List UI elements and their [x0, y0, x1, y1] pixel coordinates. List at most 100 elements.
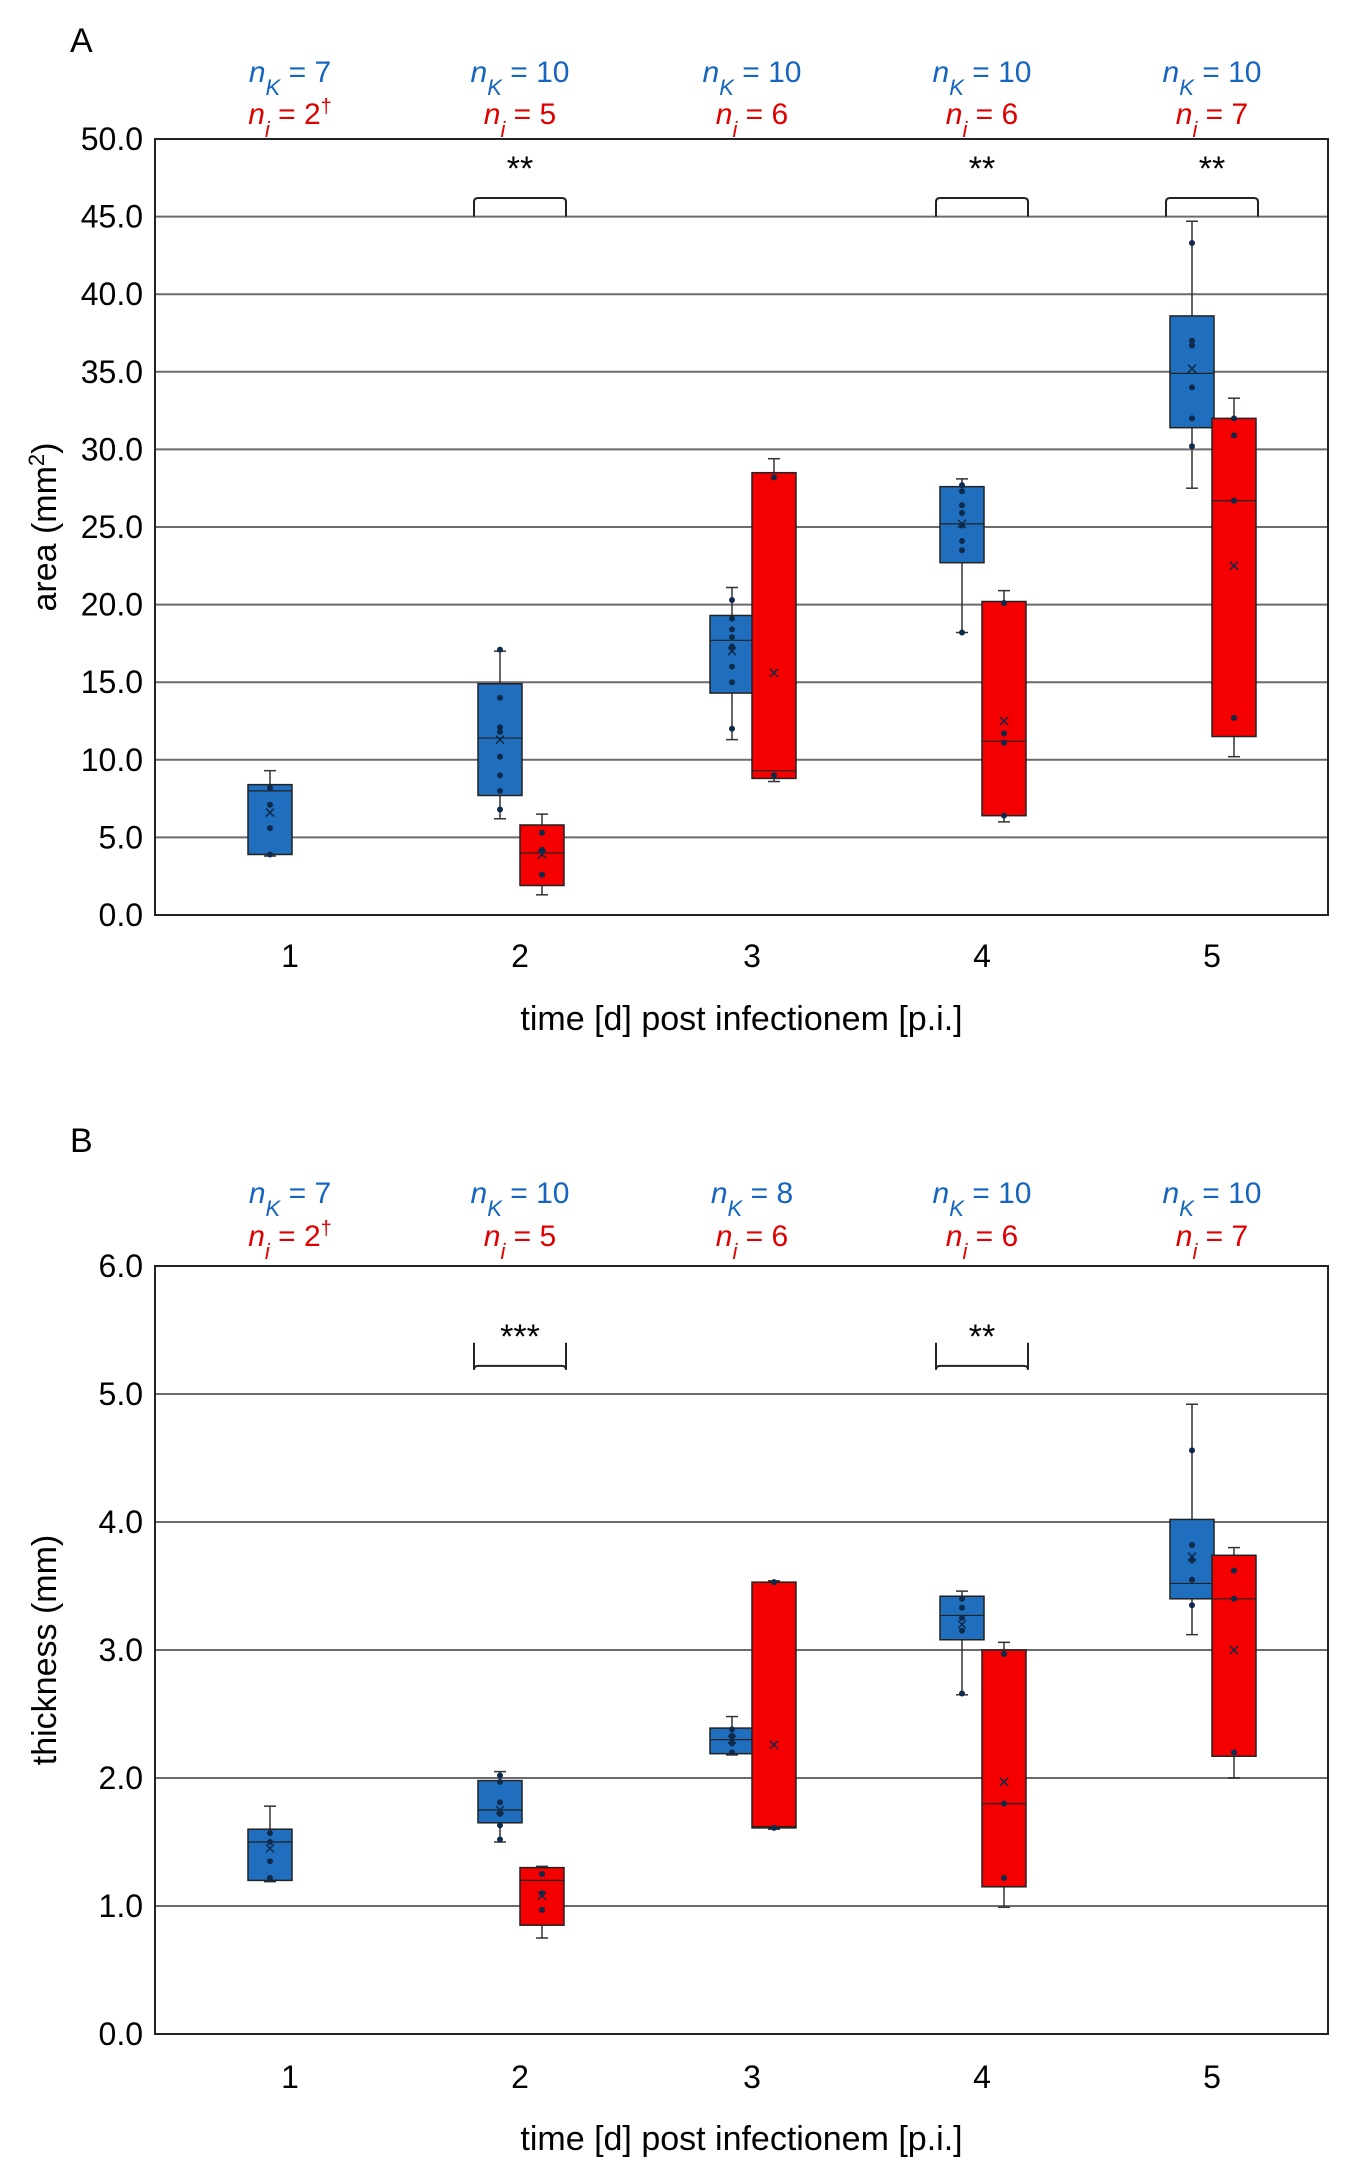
y-tick-label: 35.0	[81, 354, 143, 390]
sample-size-k: nK = 10	[703, 56, 802, 100]
x-tick-label: 3	[743, 938, 761, 974]
sample-size-i: ni = 2†	[248, 1218, 332, 1264]
box-i-day-2	[519, 813, 565, 896]
significance-stars: **	[969, 1318, 995, 1356]
x-tick-label: 1	[281, 2059, 299, 2095]
mean-marker	[265, 1843, 275, 1853]
box-i-day-5	[1211, 1546, 1257, 1779]
sample-size-k: nK = 8	[711, 1177, 793, 1221]
significance-stars: ***	[500, 1318, 540, 1356]
box-k-day-5	[1169, 220, 1215, 489]
data-point	[1189, 1542, 1195, 1549]
significance-stars: **	[969, 150, 995, 188]
sample-size-k: nK = 10	[471, 56, 570, 100]
box-k-day-1	[247, 1805, 293, 1883]
data-point	[1189, 239, 1195, 246]
data-point	[497, 724, 503, 731]
mean-marker	[999, 1777, 1009, 1787]
x-tick-label: 3	[743, 2059, 761, 2095]
mean-marker	[999, 716, 1009, 726]
data-point	[729, 725, 735, 732]
box-k-day-4	[939, 1590, 985, 1697]
mean-marker	[957, 519, 967, 529]
x-tick-label: 4	[973, 2059, 991, 2095]
data-point	[497, 694, 503, 701]
x-tick-label: 5	[1203, 2059, 1221, 2095]
sample-size-i: ni = 6	[716, 98, 788, 142]
sample-size-k: nK = 7	[249, 56, 331, 100]
data-point	[959, 488, 965, 495]
iqr-box	[1169, 315, 1215, 429]
data-point	[1001, 1874, 1007, 1881]
sample-size-k: nK = 10	[1163, 56, 1262, 100]
data-point	[539, 871, 545, 878]
box-k-day-5	[1169, 1403, 1215, 1636]
x-tick-label: 1	[281, 938, 299, 974]
significance-stars: **	[1199, 150, 1225, 188]
data-point	[497, 1836, 503, 1843]
data-point	[959, 510, 965, 517]
significance-bracket	[473, 196, 567, 217]
data-point	[267, 1874, 273, 1881]
y-tick-label: 0.0	[99, 897, 143, 933]
data-point	[497, 1799, 503, 1806]
data-point	[1231, 1749, 1237, 1756]
data-point	[959, 629, 965, 636]
data-point	[539, 846, 545, 853]
data-point	[729, 663, 735, 670]
data-point	[771, 1579, 777, 1586]
y-tick-label: 3.0	[99, 1632, 143, 1668]
mean-marker	[769, 668, 779, 678]
data-point	[959, 1627, 965, 1634]
box-i-day-3	[751, 1579, 797, 1831]
data-point	[1189, 337, 1195, 344]
mean-marker	[537, 849, 547, 860]
data-point	[771, 1824, 777, 1831]
y-tick-label: 30.0	[81, 431, 143, 467]
data-point	[1189, 443, 1195, 450]
mean-marker	[1229, 1645, 1239, 1655]
chart-panel-a: A 0.0 5.0 10.0 15.0 20.0 25.0 30.0 35.0 40.0 45.0 5…	[24, 22, 1329, 1038]
mean-marker	[957, 1619, 967, 1629]
y-tick-label: 5.0	[99, 1376, 143, 1412]
box-k-day-2	[477, 646, 523, 820]
y-tick-label: 2.0	[99, 1760, 143, 1796]
mean-marker	[495, 735, 505, 745]
data-point	[1231, 1567, 1237, 1574]
panel-letter: A	[70, 22, 93, 60]
data-point	[729, 643, 735, 650]
data-point	[497, 1778, 503, 1785]
data-point	[1189, 1602, 1195, 1609]
data-point	[1231, 415, 1237, 422]
sample-size-k: nK = 10	[933, 56, 1032, 100]
y-tick-label: 20.0	[81, 587, 143, 623]
data-point	[497, 753, 503, 760]
y-tick-label: 0.0	[99, 2016, 143, 2052]
x-tick-label: 2	[511, 2059, 529, 2095]
x-tick-label: 4	[973, 938, 991, 974]
data-point	[497, 806, 503, 813]
sample-size-i: ni = 2†	[248, 96, 332, 142]
mean-marker	[495, 1805, 505, 1815]
box-i-day-4	[981, 589, 1027, 823]
mean-marker	[265, 808, 275, 818]
data-point	[1231, 432, 1237, 439]
data-point	[1231, 497, 1237, 504]
data-point	[1189, 1576, 1195, 1583]
iqr-box	[1211, 417, 1257, 738]
data-point	[539, 829, 545, 836]
sample-size-i: ni = 6	[716, 1220, 788, 1264]
data-point	[1001, 812, 1007, 819]
data-point	[729, 596, 735, 603]
box-k-day-3	[709, 1715, 755, 1756]
y-tick-label: 15.0	[81, 664, 143, 700]
data-point	[959, 1595, 965, 1602]
significance-bracket	[935, 196, 1029, 217]
box-i-day-4	[981, 1641, 1027, 1909]
sample-size-i: ni = 6	[946, 1220, 1018, 1264]
box-k-day-1	[247, 769, 293, 858]
mean-marker	[537, 1891, 547, 1901]
y-tick-label: 10.0	[81, 742, 143, 778]
box-k-day-3	[709, 586, 755, 741]
box-k-day-2	[477, 1770, 523, 1843]
